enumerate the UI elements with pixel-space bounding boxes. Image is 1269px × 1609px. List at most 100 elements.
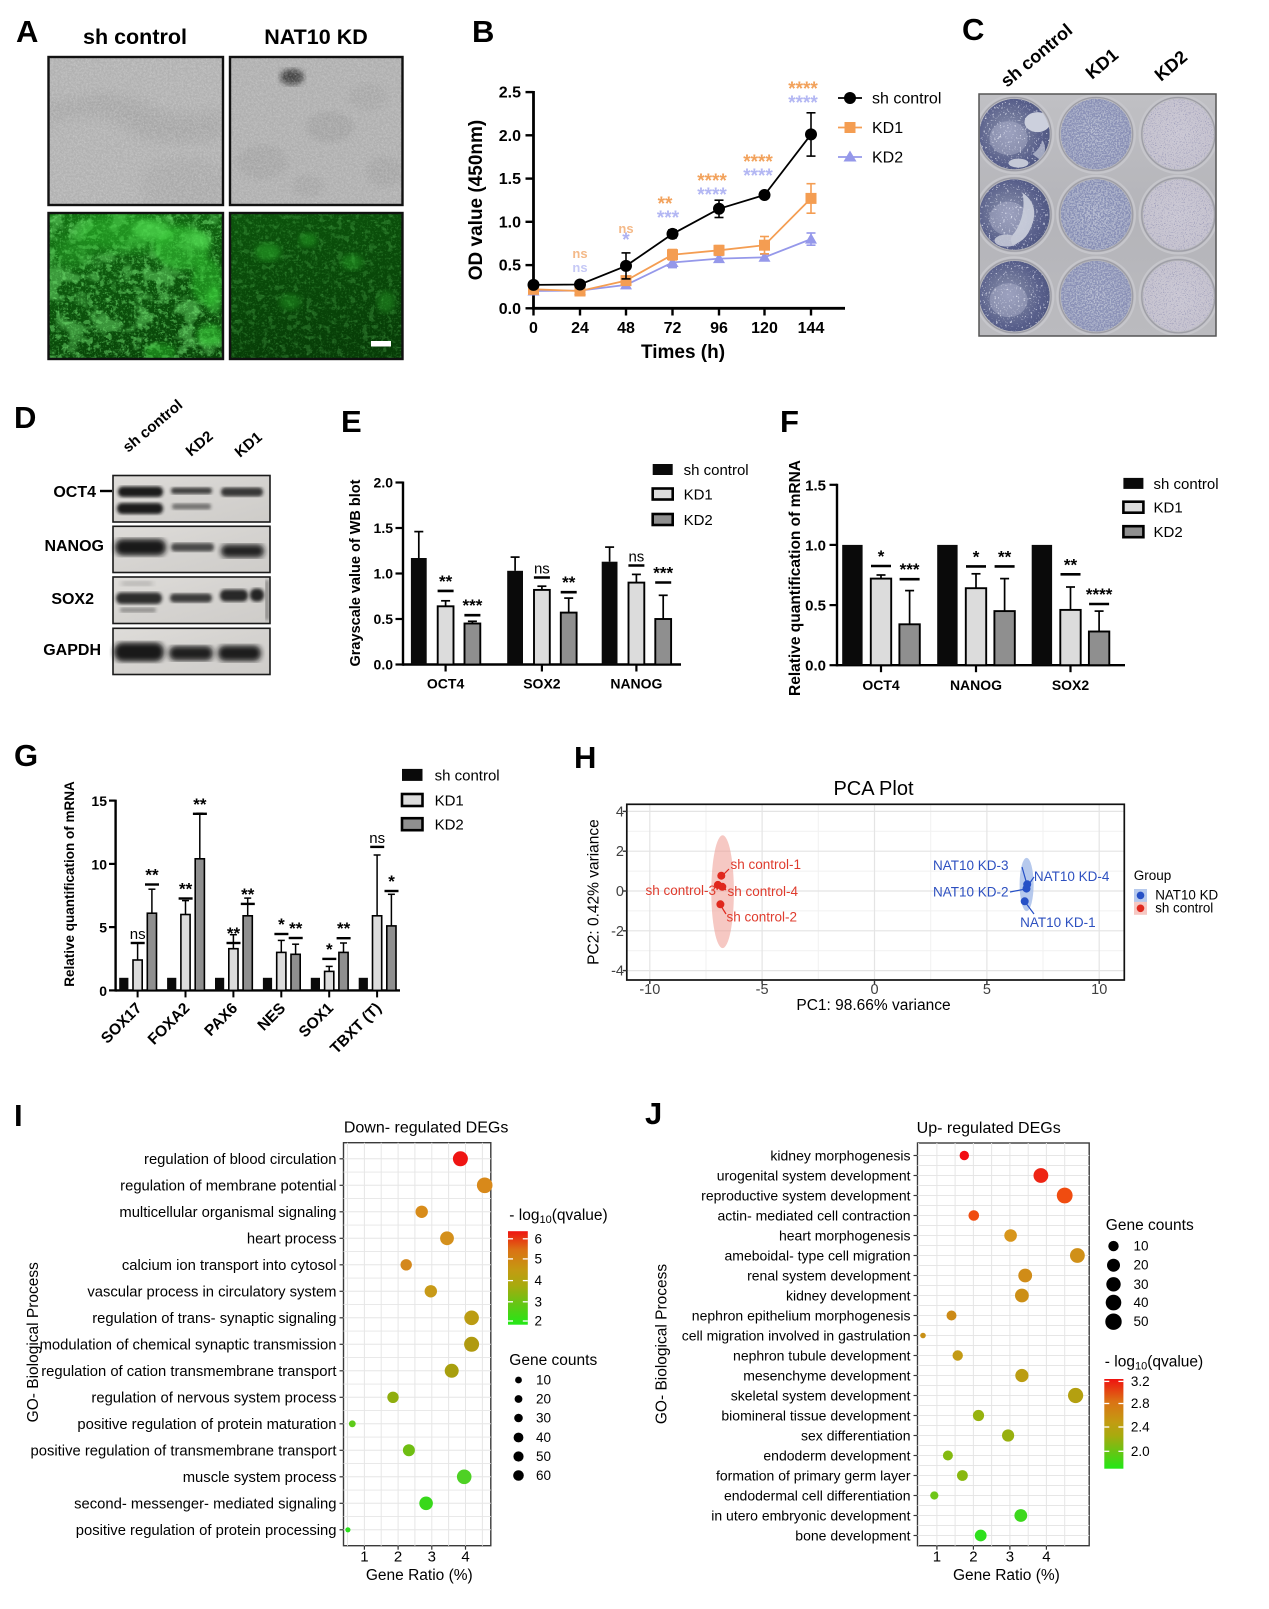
svg-text:NAT10 KD: NAT10 KD [1155,887,1218,902]
svg-text:5: 5 [535,1251,543,1266]
svg-text:sh control: sh control [83,25,187,49]
svg-text:Times (h): Times (h) [641,342,725,363]
svg-text:1.5: 1.5 [499,171,521,188]
svg-text:NAT10 KD-2: NAT10 KD-2 [933,885,1009,900]
svg-text:NAT10 KD-4: NAT10 KD-4 [1034,869,1110,884]
svg-text:ns: ns [572,260,587,275]
svg-text:30: 30 [1134,1277,1149,1292]
svg-text:PC2: 0.42% variance: PC2: 0.42% variance [586,819,603,965]
svg-text:*: * [388,872,395,891]
svg-text:*: * [622,230,630,251]
svg-text:KD2: KD2 [872,150,903,167]
svg-text:96: 96 [710,320,728,337]
svg-text:1: 1 [933,1549,941,1566]
svg-text:nephron tubule development: nephron tubule development [733,1348,911,1364]
svg-text:4: 4 [461,1549,469,1566]
svg-text:Relative quantification of mRN: Relative quantification of mRNA [787,460,804,696]
svg-text:**: ** [193,795,207,814]
svg-text:Gene Ratio (%): Gene Ratio (%) [953,1567,1060,1584]
svg-text:Relative quantification of mRN: Relative quantification of mRNA [62,781,77,987]
svg-text:-2: -2 [611,924,624,940]
svg-text:0.5: 0.5 [499,258,521,275]
svg-text:**: ** [658,194,673,215]
svg-text:KD2: KD2 [684,512,713,529]
svg-text:60: 60 [536,1468,551,1483]
svg-text:***: *** [462,596,482,615]
svg-text:positive regulation of transme: positive regulation of transmembrane tra… [31,1443,337,1459]
svg-text:GO- Biological Process: GO- Biological Process [25,1262,42,1422]
svg-text:****: **** [697,185,727,206]
svg-text:5: 5 [99,920,107,936]
svg-text:15: 15 [91,793,107,809]
svg-text:2: 2 [616,844,624,860]
svg-text:actin- mediated cell contracti: actin- mediated cell contraction [718,1208,911,1224]
svg-text:KD1: KD1 [1154,500,1183,517]
svg-text:****: **** [788,93,818,114]
svg-text:1.5: 1.5 [805,477,826,494]
svg-text:OD value (450nm): OD value (450nm) [466,120,487,281]
svg-text:sh control-3: sh control-3 [645,883,716,898]
svg-text:Grayscale value of WB blot: Grayscale value of WB blot [348,479,364,666]
svg-text:KD2: KD2 [435,817,464,834]
svg-text:renal system development: renal system development [747,1268,911,1284]
svg-text:*: * [973,547,980,566]
svg-text:**: ** [241,885,255,904]
svg-text:10: 10 [91,856,107,872]
svg-text:NAT10 KD: NAT10 KD [264,25,368,49]
svg-text:2: 2 [394,1549,402,1566]
svg-text:cell migration involved in gas: cell migration involved in gastrulation [682,1328,911,1344]
svg-text:positive regulation of protein: positive regulation of protein processin… [76,1523,337,1539]
svg-text:50: 50 [1134,1314,1149,1329]
svg-text:**: ** [439,572,453,591]
svg-text:2.4: 2.4 [1131,1420,1150,1435]
svg-text:****: **** [743,152,773,173]
svg-text:urogenital system development: urogenital system development [717,1168,911,1184]
svg-text:0.5: 0.5 [805,598,826,615]
svg-text:24: 24 [571,320,589,337]
svg-text:0.5: 0.5 [374,611,394,627]
svg-text:regulation of cation transmemb: regulation of cation transmembrane trans… [41,1364,336,1380]
svg-text:sh control: sh control [1154,476,1219,493]
svg-text:-4: -4 [611,964,624,980]
svg-text:SOX2: SOX2 [1052,677,1090,693]
svg-text:**: ** [1064,555,1078,574]
svg-text:multicellular organismal signa: multicellular organismal signaling [119,1205,336,1221]
svg-text:KD1: KD1 [435,793,464,810]
svg-text:1.0: 1.0 [499,214,521,231]
svg-text:NAT10 KD-3: NAT10 KD-3 [933,858,1009,873]
svg-text:0: 0 [529,320,538,337]
svg-text:4: 4 [535,1273,543,1288]
svg-text:4: 4 [1042,1549,1050,1566]
svg-text:****: **** [743,166,773,187]
svg-text:muscle system process: muscle system process [183,1470,337,1486]
svg-text:3: 3 [428,1549,436,1566]
svg-text:40: 40 [536,1430,551,1445]
svg-text:0.0: 0.0 [499,301,521,318]
svg-text:ameboidal- type cell migration: ameboidal- type cell migration [725,1248,911,1264]
svg-text:SOX2: SOX2 [523,676,561,692]
svg-text:sh control: sh control [435,767,500,784]
svg-text:vascular process in circulator: vascular process in circulatory system [87,1284,336,1300]
svg-text:Gene counts: Gene counts [1106,1217,1194,1234]
svg-text:2.0: 2.0 [1131,1444,1150,1459]
svg-text:0: 0 [99,983,107,999]
svg-text:mesenchyme development: mesenchyme development [743,1368,910,1384]
svg-text:PC1: 98.66% variance: PC1: 98.66% variance [796,997,950,1014]
svg-text:NANOG: NANOG [610,676,662,692]
svg-text:**: ** [289,919,303,938]
svg-text:2.8: 2.8 [1131,1396,1150,1411]
svg-text:biomineral tissue development: biomineral tissue development [721,1408,910,1424]
svg-text:regulation of blood circulatio: regulation of blood circulation [144,1152,336,1168]
svg-text:sh control: sh control [1155,900,1213,915]
svg-text:sh control-1: sh control-1 [731,857,802,872]
svg-text:ns: ns [628,549,644,566]
svg-text:2: 2 [969,1549,977,1566]
svg-text:KD1: KD1 [872,120,903,137]
svg-text:****: **** [1086,585,1113,604]
svg-text:*: * [326,940,333,959]
svg-text:Group: Group [1134,868,1172,883]
svg-text:GAPDH: GAPDH [43,642,101,659]
svg-text:SOX2: SOX2 [51,591,94,608]
svg-text:ns: ns [369,830,385,847]
svg-text:regulation of nervous system p: regulation of nervous system process [91,1390,336,1406]
